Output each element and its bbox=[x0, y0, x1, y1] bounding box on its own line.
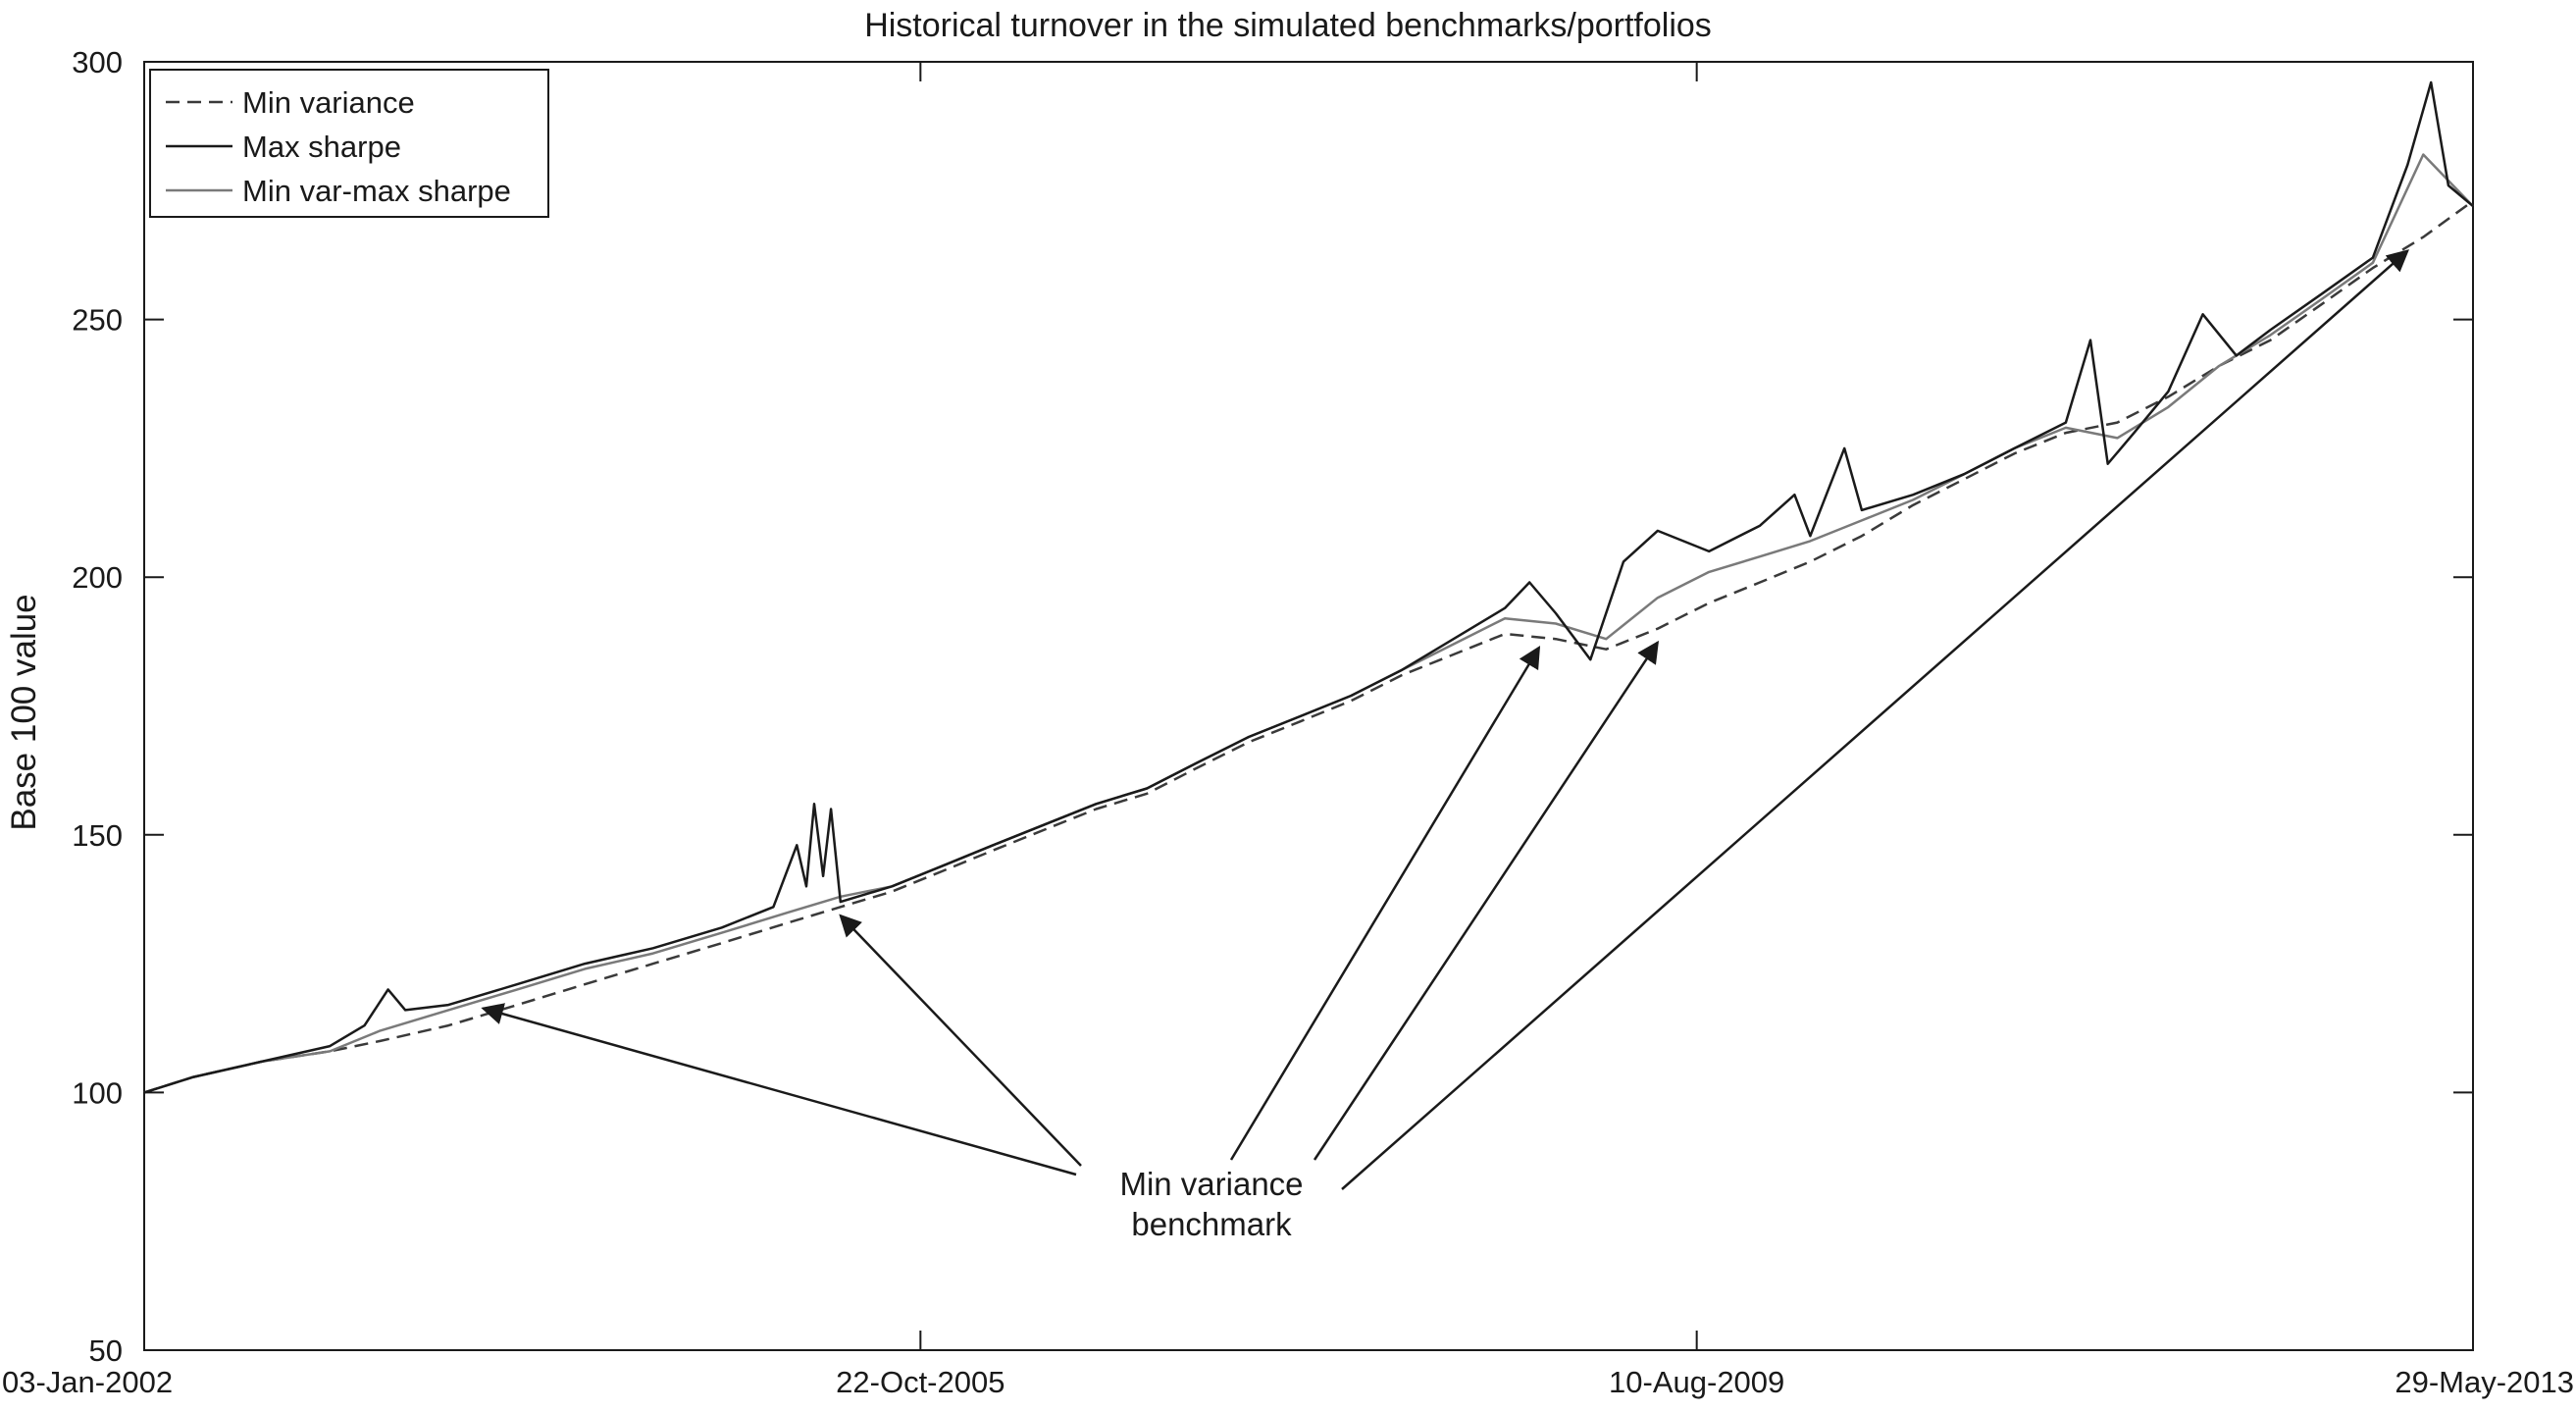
legend-label: Min var-max sharpe bbox=[242, 174, 511, 208]
y-tick-label: 50 bbox=[89, 1334, 123, 1368]
y-tick-label: 150 bbox=[72, 818, 123, 853]
x-tick-label: 10-Aug-2009 bbox=[1609, 1365, 1784, 1399]
y-tick-label: 250 bbox=[72, 303, 123, 338]
y-tick-label: 200 bbox=[72, 560, 123, 595]
legend-label: Max sharpe bbox=[242, 130, 401, 164]
chart-title: Historical turnover in the simulated ben… bbox=[864, 7, 1712, 44]
annotation-arrow bbox=[1313, 640, 1660, 1161]
annotation-arrow bbox=[1341, 249, 2409, 1190]
x-tick-label: 22-Oct-2005 bbox=[836, 1365, 1005, 1399]
plot-area-frame bbox=[143, 61, 2474, 1351]
y-tick-label: 300 bbox=[72, 45, 123, 79]
legend-box bbox=[149, 69, 549, 218]
annotation-arrow bbox=[839, 914, 1082, 1167]
x-tick-label: 03-Jan-2002 bbox=[2, 1365, 173, 1399]
annotation-arrow bbox=[481, 1003, 1077, 1177]
x-tick-label: 29-May-2013 bbox=[2395, 1365, 2574, 1399]
annotation-arrow bbox=[1229, 646, 1541, 1161]
annotation-label-line-1: Min variance bbox=[1119, 1166, 1303, 1202]
legend-label: Min variance bbox=[242, 85, 415, 120]
annotation-label-line-2: benchmark bbox=[1131, 1206, 1292, 1242]
series-line-max-sharpe bbox=[143, 80, 2474, 1094]
series-line-min-var-max-sharpe bbox=[143, 153, 2474, 1094]
y-axis-label: Base 100 value bbox=[5, 594, 43, 830]
series-line-min-variance bbox=[143, 199, 2474, 1094]
y-tick-label: 100 bbox=[72, 1075, 123, 1110]
